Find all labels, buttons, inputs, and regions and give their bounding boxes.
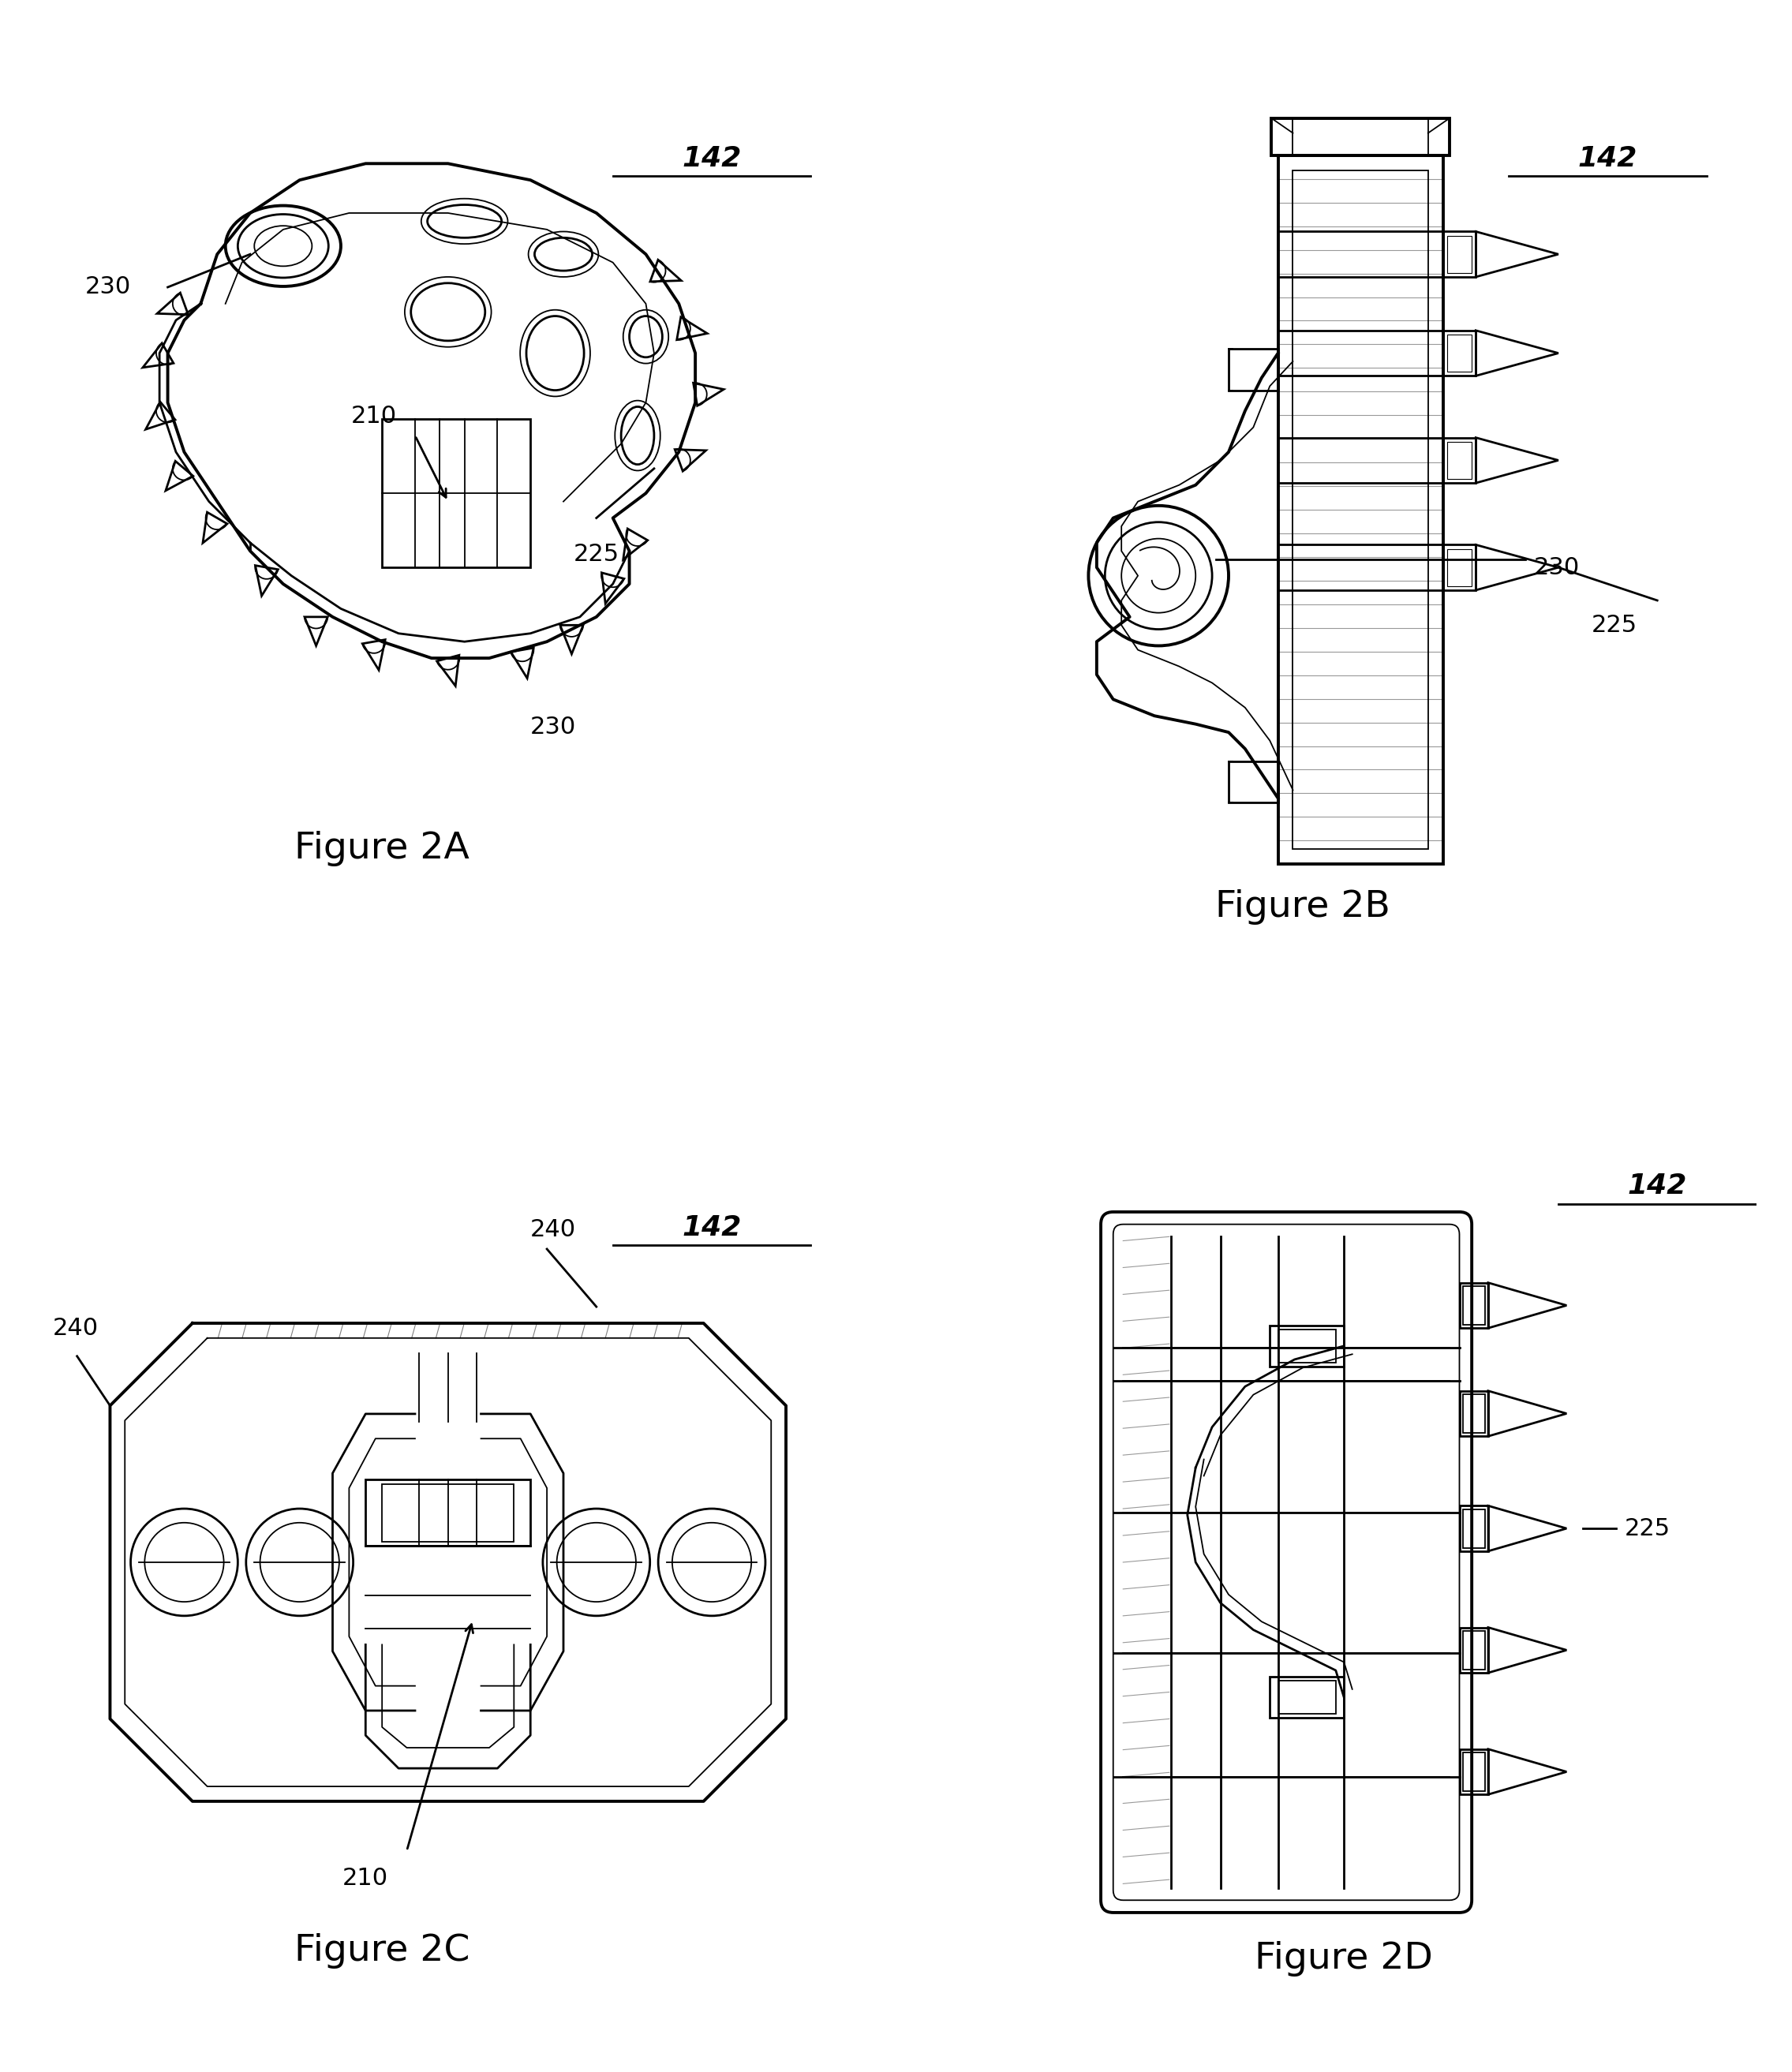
Bar xyxy=(1448,236,1471,274)
Bar xyxy=(1448,334,1471,371)
Bar xyxy=(1462,1508,1486,1548)
Bar xyxy=(1292,170,1428,850)
Text: 210: 210 xyxy=(351,404,396,427)
Text: 210: 210 xyxy=(342,1867,389,1890)
Bar xyxy=(1462,1287,1486,1324)
Bar xyxy=(1443,437,1477,483)
Bar xyxy=(1459,1749,1487,1794)
Bar xyxy=(1459,1627,1487,1672)
Bar xyxy=(382,1484,514,1542)
Text: 142: 142 xyxy=(683,1214,742,1241)
Bar xyxy=(1278,1680,1335,1714)
Text: 230: 230 xyxy=(530,715,577,740)
Bar xyxy=(1459,1283,1487,1328)
Text: Figure 2C: Figure 2C xyxy=(294,1933,470,1968)
Bar xyxy=(366,1479,530,1546)
Bar xyxy=(1448,549,1471,586)
Text: 225: 225 xyxy=(1624,1517,1670,1539)
Text: 142: 142 xyxy=(1627,1173,1686,1200)
Bar xyxy=(1271,1676,1344,1718)
Bar xyxy=(382,419,530,568)
Bar xyxy=(1448,441,1471,479)
Text: 225: 225 xyxy=(573,543,620,566)
Text: 142: 142 xyxy=(1579,145,1638,172)
Text: Figure 2D: Figure 2D xyxy=(1254,1941,1434,1977)
Text: 142: 142 xyxy=(683,145,742,172)
Text: 240: 240 xyxy=(530,1218,577,1241)
Bar xyxy=(1462,1753,1486,1790)
Text: 225: 225 xyxy=(1591,613,1638,636)
Bar xyxy=(1462,1631,1486,1670)
Text: 230: 230 xyxy=(86,276,131,298)
Bar xyxy=(1278,1330,1335,1363)
Bar xyxy=(1443,232,1477,278)
Bar xyxy=(1229,348,1278,390)
Text: Figure 2A: Figure 2A xyxy=(294,831,470,866)
Text: 240: 240 xyxy=(52,1318,99,1341)
Bar xyxy=(1462,1394,1486,1434)
Bar xyxy=(1272,118,1450,155)
Bar xyxy=(1443,545,1477,591)
Bar xyxy=(1443,329,1477,375)
Bar xyxy=(1278,155,1443,864)
Bar xyxy=(1292,118,1428,155)
Bar xyxy=(1459,1390,1487,1436)
Bar xyxy=(1229,760,1278,802)
Text: 230: 230 xyxy=(1534,555,1579,578)
Bar xyxy=(1459,1506,1487,1552)
Bar xyxy=(1271,1326,1344,1368)
Text: Figure 2B: Figure 2B xyxy=(1215,889,1391,924)
